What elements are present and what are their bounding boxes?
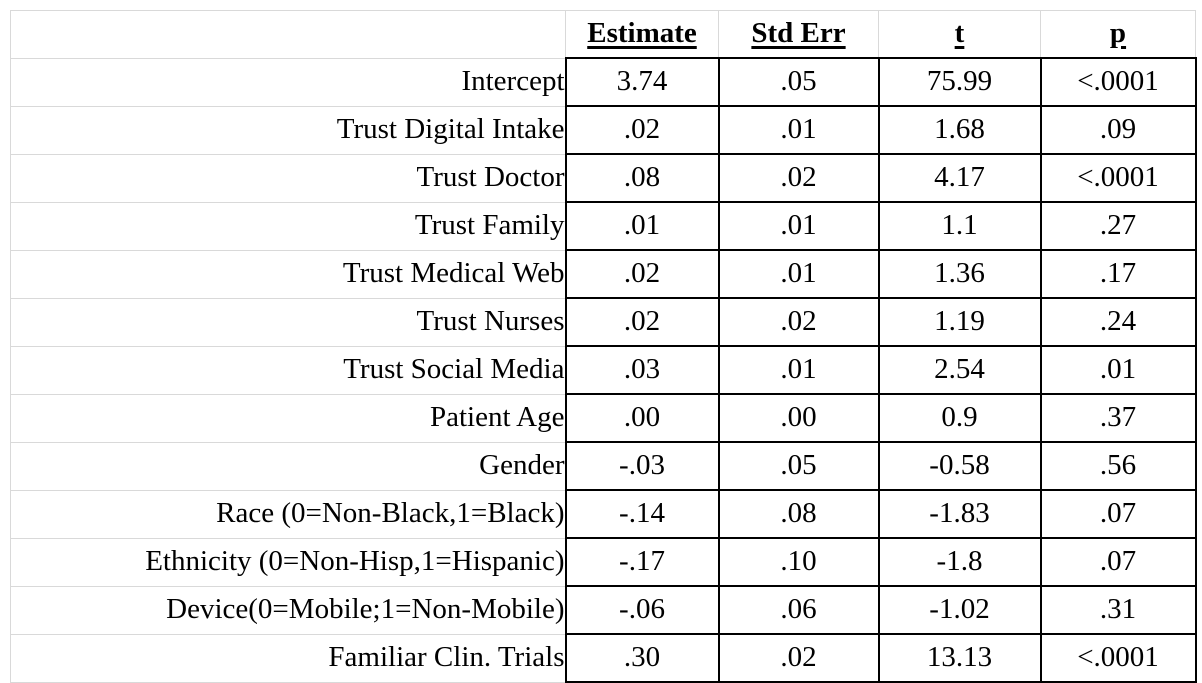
p-cell: .09	[1039, 105, 1197, 155]
p-cell: <.0001	[1039, 57, 1197, 107]
table-row-trust-medical-web: Trust Medical Web .02 .01 1.36 .17	[10, 249, 1197, 299]
t-cell: 75.99	[877, 57, 1042, 107]
std-err-cell: .06	[717, 585, 880, 635]
p-cell: .37	[1039, 393, 1197, 443]
table-row-trust-nurses: Trust Nurses .02 .02 1.19 .24	[10, 297, 1197, 347]
row-label: Trust Social Media	[10, 345, 566, 395]
regression-table-container: Estimate Std Err t p Intercept 3.74 .05 …	[10, 10, 1197, 683]
row-label: Familiar Clin. Trials	[10, 633, 566, 683]
table-row-ethnicity: Ethnicity (0=Non-Hisp,1=Hispanic) -.17 .…	[10, 537, 1197, 587]
std-err-cell: .02	[717, 153, 880, 203]
row-label: Gender	[10, 441, 566, 491]
table-row-patient-age: Patient Age .00 .00 0.9 .37	[10, 393, 1197, 443]
p-cell: .56	[1039, 441, 1197, 491]
estimate-cell: .01	[564, 201, 720, 251]
table-row-gender: Gender -.03 .05 -0.58 .56	[10, 441, 1197, 491]
column-header-std-err: Std Err	[718, 10, 879, 59]
row-label: Trust Nurses	[10, 297, 566, 347]
row-label: Trust Medical Web	[10, 249, 566, 299]
regression-table: Estimate Std Err t p Intercept 3.74 .05 …	[10, 10, 1197, 683]
table-row-familiar-clin-trials: Familiar Clin. Trials .30 .02 13.13 <.00…	[10, 633, 1197, 683]
t-cell: 13.13	[877, 633, 1042, 683]
estimate-cell: .03	[564, 345, 720, 395]
table-row-device: Device(0=Mobile;1=Non-Mobile) -.06 .06 -…	[10, 585, 1197, 635]
estimate-cell: -.17	[564, 537, 720, 587]
estimate-cell: .02	[564, 249, 720, 299]
p-cell: .07	[1039, 537, 1197, 587]
row-label: Trust Doctor	[10, 153, 566, 203]
p-cell: .17	[1039, 249, 1197, 299]
std-err-cell: .08	[717, 489, 880, 539]
p-cell: <.0001	[1039, 153, 1197, 203]
estimate-cell: .08	[564, 153, 720, 203]
table-row-trust-social-media: Trust Social Media .03 .01 2.54 .01	[10, 345, 1197, 395]
std-err-cell: .05	[717, 441, 880, 491]
header-row: Estimate Std Err t p	[10, 10, 1196, 59]
estimate-cell: -.14	[564, 489, 720, 539]
t-cell: 2.54	[877, 345, 1042, 395]
row-label: Ethnicity (0=Non-Hisp,1=Hispanic)	[10, 537, 566, 587]
std-err-cell: .00	[717, 393, 880, 443]
p-cell: .24	[1039, 297, 1197, 347]
std-err-cell: .05	[717, 57, 880, 107]
t-cell: 1.36	[877, 249, 1042, 299]
row-label: Trust Digital Intake	[10, 105, 566, 155]
std-err-cell: .02	[717, 633, 880, 683]
row-label: Device(0=Mobile;1=Non-Mobile)	[10, 585, 566, 635]
table-row-trust-digital-intake: Trust Digital Intake .02 .01 1.68 .09	[10, 105, 1197, 155]
p-cell: .27	[1039, 201, 1197, 251]
column-header-t: t	[878, 10, 1041, 59]
p-cell: .31	[1039, 585, 1197, 635]
std-err-cell: .02	[717, 297, 880, 347]
t-cell: -1.83	[877, 489, 1042, 539]
estimate-cell: .30	[564, 633, 720, 683]
estimate-cell: -.03	[564, 441, 720, 491]
p-cell: <.0001	[1039, 633, 1197, 683]
t-cell: 1.19	[877, 297, 1042, 347]
t-cell: -1.8	[877, 537, 1042, 587]
row-label: Trust Family	[10, 201, 566, 251]
p-cell: .07	[1039, 489, 1197, 539]
table-row-intercept: Intercept 3.74 .05 75.99 <.0001	[10, 57, 1197, 107]
estimate-cell: .02	[564, 105, 720, 155]
std-err-cell: .10	[717, 537, 880, 587]
std-err-cell: .01	[717, 345, 880, 395]
t-cell: -0.58	[877, 441, 1042, 491]
row-label: Patient Age	[10, 393, 566, 443]
t-cell: 0.9	[877, 393, 1042, 443]
estimate-cell: 3.74	[564, 57, 720, 107]
std-err-cell: .01	[717, 201, 880, 251]
estimate-cell: .02	[564, 297, 720, 347]
column-header-p: p	[1040, 10, 1196, 59]
estimate-cell: .00	[564, 393, 720, 443]
table-row-trust-doctor: Trust Doctor .08 .02 4.17 <.0001	[10, 153, 1197, 203]
estimate-cell: -.06	[564, 585, 720, 635]
t-cell: 1.68	[877, 105, 1042, 155]
column-header-estimate: Estimate	[565, 10, 719, 59]
table-row-trust-family: Trust Family .01 .01 1.1 .27	[10, 201, 1197, 251]
p-cell: .01	[1039, 345, 1197, 395]
row-label: Race (0=Non-Black,1=Black)	[10, 489, 566, 539]
std-err-cell: .01	[717, 249, 880, 299]
t-cell: -1.02	[877, 585, 1042, 635]
table-row-race: Race (0=Non-Black,1=Black) -.14 .08 -1.8…	[10, 489, 1197, 539]
t-cell: 4.17	[877, 153, 1042, 203]
corner-cell	[10, 10, 566, 59]
row-label: Intercept	[10, 57, 566, 107]
t-cell: 1.1	[877, 201, 1042, 251]
std-err-cell: .01	[717, 105, 880, 155]
